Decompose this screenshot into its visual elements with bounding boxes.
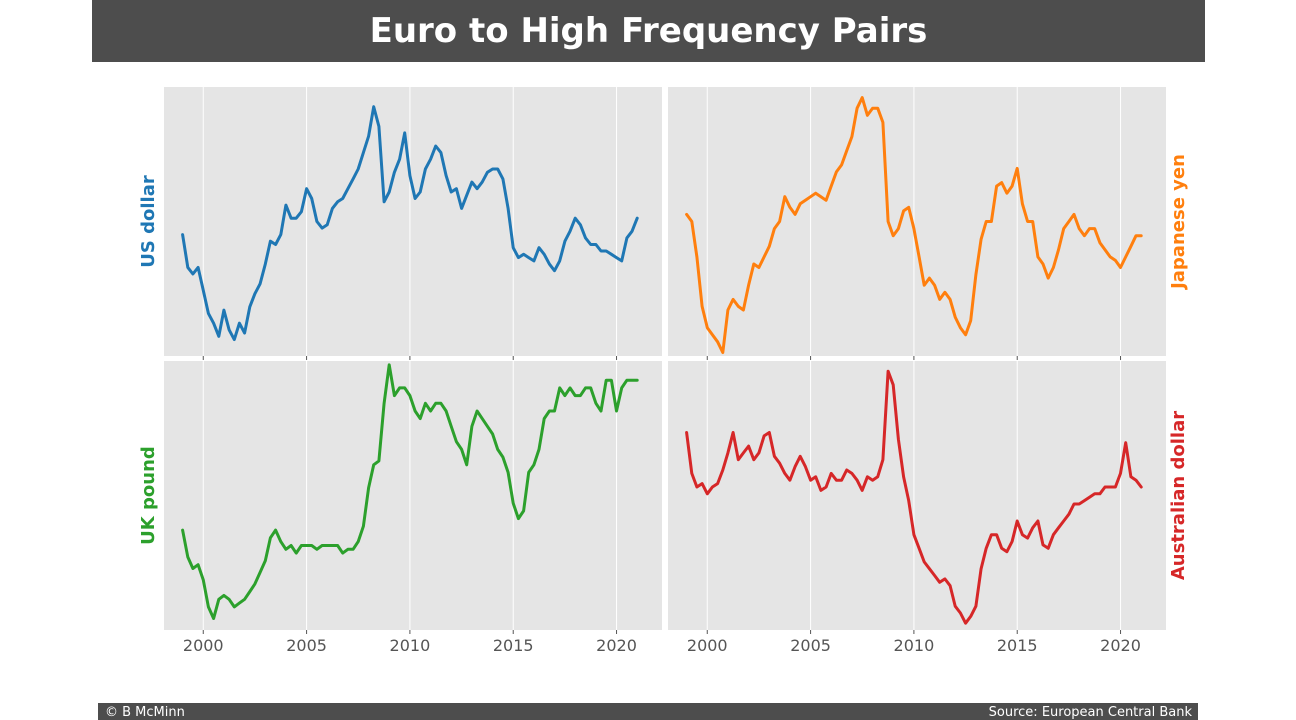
footer-source: Source: European Central Bank (988, 705, 1192, 720)
panel-us-dollar: US dollar (138, 87, 662, 360)
series-line-us-dollar (181, 105, 639, 342)
panel-background (164, 87, 662, 356)
x-tick-label: 2010 (894, 636, 935, 655)
panel-background (668, 87, 1166, 356)
series-label-australian-dollar: Australian dollar (1168, 411, 1189, 580)
x-tick-label: 2020 (1100, 636, 1141, 655)
x-tick-label: 2005 (286, 636, 327, 655)
series-label-japanese-yen: Japanese yen (1168, 154, 1189, 291)
panel-japanese-yen: Japanese yen (668, 87, 1189, 360)
series-line-australian-dollar (685, 369, 1143, 625)
plot-grid: US dollar Japanese yen 2000 2005 2010 2015 202… (138, 87, 1189, 655)
series-line-uk-pound (181, 363, 639, 620)
x-tick-label: 2015 (493, 636, 534, 655)
footer-credit: © B McMinn (105, 705, 185, 720)
x-tick-label: 2005 (790, 636, 831, 655)
x-tick-label: 2000 (687, 636, 728, 655)
series-label-uk-pound: UK pound (138, 446, 159, 545)
panel-australian-dollar: 2000 2005 2010 2015 2020 Australian dollar (668, 361, 1189, 655)
series-line-japanese-yen (685, 96, 1143, 354)
x-tick-label: 2010 (390, 636, 431, 655)
x-tick-label: 2000 (183, 636, 224, 655)
series-label-us-dollar: US dollar (138, 175, 159, 268)
panel-background (668, 361, 1166, 630)
panel-uk-pound: 2000 2005 2010 2015 2020 UK pound (138, 361, 662, 655)
chart-title: Euro to High Frequency Pairs (92, 0, 1205, 62)
x-tick-label: 2020 (596, 636, 637, 655)
x-tick-label: 2015 (997, 636, 1038, 655)
footer-bar: © B McMinn Source: European Central Bank (98, 703, 1198, 720)
